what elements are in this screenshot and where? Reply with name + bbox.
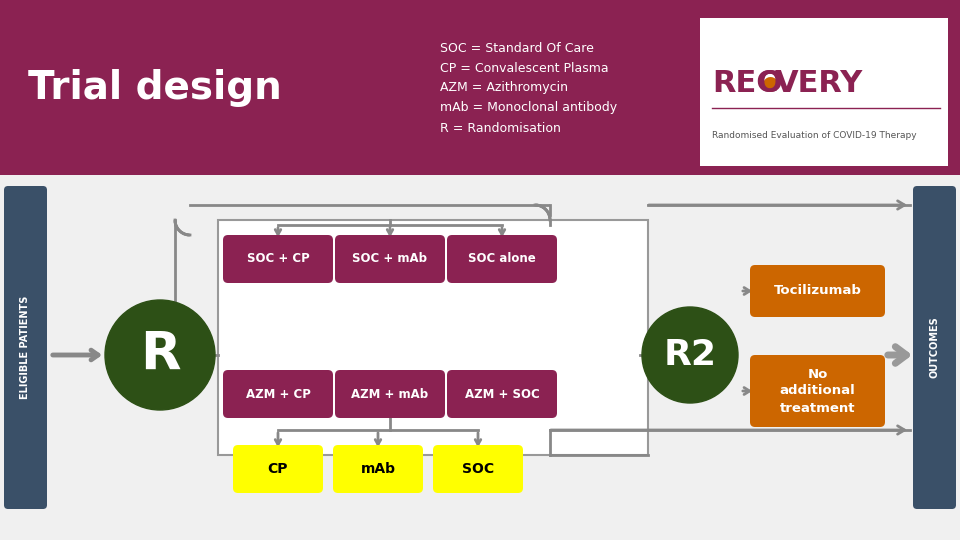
Text: Tocilizumab: Tocilizumab <box>774 285 861 298</box>
Text: AZM + CP: AZM + CP <box>246 388 310 401</box>
Text: AZM + mAb: AZM + mAb <box>351 388 428 401</box>
Circle shape <box>105 300 215 410</box>
FancyBboxPatch shape <box>4 186 47 509</box>
Text: ELIGIBLE PATIENTS: ELIGIBLE PATIENTS <box>20 296 31 399</box>
Text: SOC + CP: SOC + CP <box>247 253 309 266</box>
FancyBboxPatch shape <box>447 235 557 283</box>
FancyBboxPatch shape <box>750 265 885 317</box>
FancyBboxPatch shape <box>913 186 956 509</box>
Text: No
additional
treatment: No additional treatment <box>780 368 855 415</box>
Text: Trial design: Trial design <box>28 69 282 107</box>
Text: SOC + mAb: SOC + mAb <box>352 253 427 266</box>
Text: AZM + SOC: AZM + SOC <box>465 388 540 401</box>
Text: R: R <box>140 329 180 381</box>
FancyBboxPatch shape <box>223 370 333 418</box>
Text: R2: R2 <box>663 338 716 372</box>
FancyBboxPatch shape <box>223 235 333 283</box>
Text: CP: CP <box>268 462 288 476</box>
Text: SOC = Standard Of Care
CP = Convalescent Plasma
AZM = Azithromycin
mAb = Monoclo: SOC = Standard Of Care CP = Convalescent… <box>440 42 617 134</box>
FancyBboxPatch shape <box>333 445 423 493</box>
FancyBboxPatch shape <box>700 18 948 166</box>
Text: SOC alone: SOC alone <box>468 253 536 266</box>
Text: VERY: VERY <box>775 69 863 98</box>
Circle shape <box>642 307 738 403</box>
FancyBboxPatch shape <box>335 370 445 418</box>
Text: SOC: SOC <box>462 462 494 476</box>
FancyBboxPatch shape <box>0 0 960 175</box>
Text: REC: REC <box>712 69 779 98</box>
FancyBboxPatch shape <box>433 445 523 493</box>
Text: OUTCOMES: OUTCOMES <box>929 316 940 379</box>
Text: O: O <box>756 69 781 98</box>
FancyBboxPatch shape <box>218 220 648 455</box>
FancyBboxPatch shape <box>447 370 557 418</box>
FancyBboxPatch shape <box>233 445 323 493</box>
Text: mAb: mAb <box>361 462 396 476</box>
FancyBboxPatch shape <box>750 355 885 427</box>
Text: ●: ● <box>762 73 779 92</box>
FancyBboxPatch shape <box>335 235 445 283</box>
FancyBboxPatch shape <box>0 175 960 540</box>
Text: Randomised Evaluation of COVID-19 Therapy: Randomised Evaluation of COVID-19 Therap… <box>712 132 917 140</box>
